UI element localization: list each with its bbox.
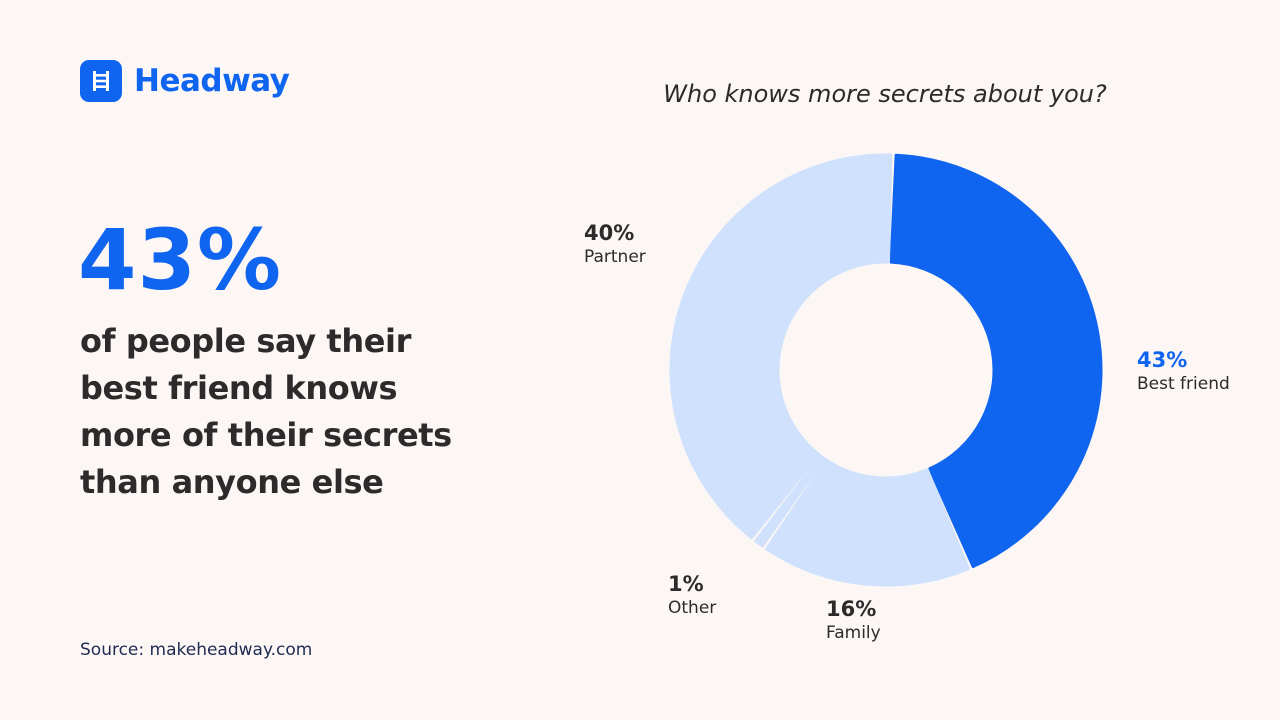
donut-slice-partner <box>669 153 893 540</box>
slice-name-other: Other <box>668 598 717 619</box>
slice-label-other: 1% Other <box>668 572 716 619</box>
slice-name-best-friend: Best friend <box>1137 374 1230 395</box>
slice-value-other: 1% <box>668 572 704 596</box>
slice-label-partner: 40% Partner <box>584 221 646 268</box>
slice-label-family: 16% Family <box>826 597 881 644</box>
highlight-text: of people say their best friend knows mo… <box>80 322 452 501</box>
donut-slice-best-friend <box>889 153 1103 569</box>
slice-name-family: Family <box>826 623 881 644</box>
slice-name-partner: Partner <box>584 247 646 268</box>
highlight-stat: 43% <box>78 211 283 309</box>
donut-slice-other <box>754 454 826 548</box>
brand-name: Headway <box>134 63 290 99</box>
donut-slice-family <box>765 458 970 587</box>
source-note: Source: makeheadway.com <box>80 640 313 660</box>
chart-title: Who knows more secrets about you? <box>663 80 1107 108</box>
ladder-icon <box>80 60 122 102</box>
slice-value-family: 16% <box>826 597 877 621</box>
slice-label-best-friend: 43% Best friend <box>1137 348 1230 395</box>
brand-logo: Headway <box>80 60 290 102</box>
slice-value-partner: 40% <box>584 221 635 245</box>
slice-value-best-friend: 43% <box>1137 348 1188 372</box>
